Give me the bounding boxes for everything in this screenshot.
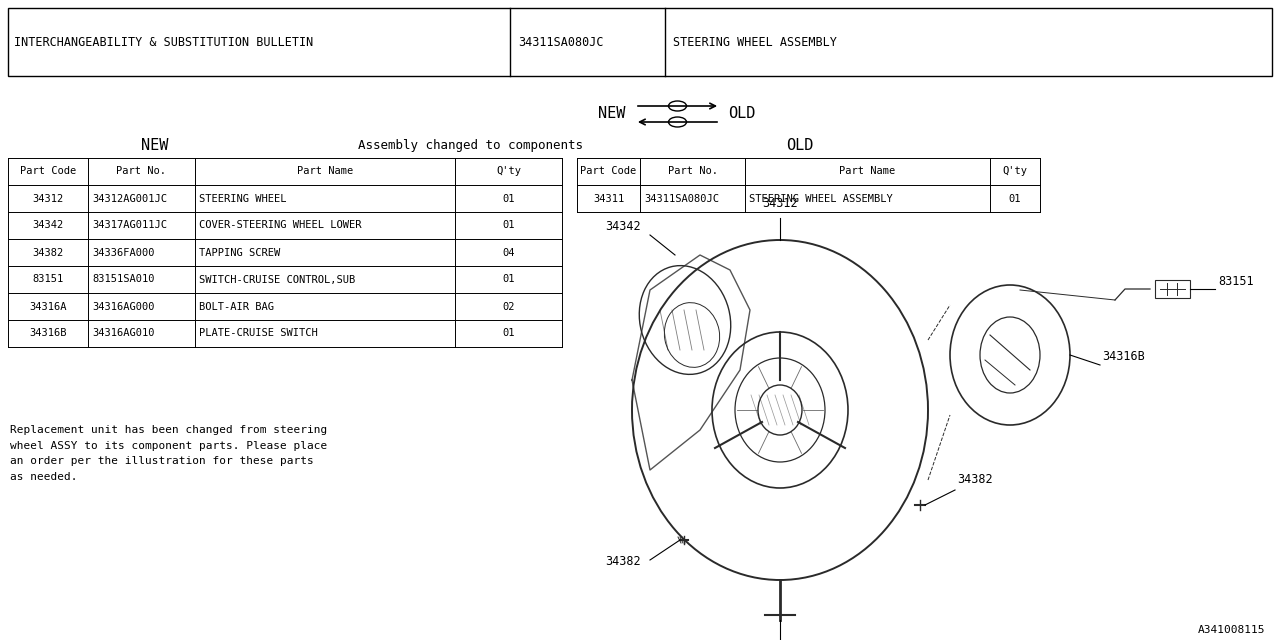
- Text: Part Name: Part Name: [297, 166, 353, 177]
- Text: 83151SA010: 83151SA010: [92, 275, 155, 285]
- Text: BOLT-AIR BAG: BOLT-AIR BAG: [198, 301, 274, 312]
- Bar: [8, 8, 1272, 76]
- Text: 34316AG000: 34316AG000: [92, 301, 155, 312]
- Text: 34316AG010: 34316AG010: [92, 328, 155, 339]
- Text: 02: 02: [502, 301, 515, 312]
- Text: Part Code: Part Code: [20, 166, 76, 177]
- Text: 83151: 83151: [32, 275, 64, 285]
- Text: STEERING WHEEL ASSEMBLY: STEERING WHEEL ASSEMBLY: [749, 193, 892, 204]
- Text: NEW: NEW: [141, 138, 169, 152]
- Text: OLD: OLD: [728, 106, 755, 122]
- Text: 01: 01: [502, 275, 515, 285]
- Text: 34382: 34382: [957, 473, 992, 486]
- Text: 34382: 34382: [32, 248, 64, 257]
- Text: 34316B: 34316B: [1102, 350, 1144, 363]
- Text: INTERCHANGEABILITY & SUBSTITUTION BULLETIN: INTERCHANGEABILITY & SUBSTITUTION BULLET…: [14, 35, 314, 49]
- Text: 83151: 83151: [1219, 275, 1253, 288]
- Text: TAPPING SCREW: TAPPING SCREW: [198, 248, 280, 257]
- Text: 34311SA080JC: 34311SA080JC: [518, 35, 603, 49]
- Text: 01: 01: [502, 193, 515, 204]
- Text: Part Code: Part Code: [580, 166, 636, 177]
- Text: Part No.: Part No.: [667, 166, 718, 177]
- Text: 34311: 34311: [593, 193, 625, 204]
- Text: PLATE-CRUISE SWITCH: PLATE-CRUISE SWITCH: [198, 328, 317, 339]
- Text: 34342: 34342: [32, 221, 64, 230]
- Text: STEERING WHEEL: STEERING WHEEL: [198, 193, 287, 204]
- Text: Assembly changed to components: Assembly changed to components: [357, 138, 582, 152]
- Text: Replacement unit has been changed from steering
wheel ASSY to its component part: Replacement unit has been changed from s…: [10, 425, 328, 482]
- Text: A341008115: A341008115: [1198, 625, 1265, 635]
- Text: Q'ty: Q'ty: [497, 166, 521, 177]
- Text: 01: 01: [502, 221, 515, 230]
- Text: 34382: 34382: [605, 555, 640, 568]
- Text: 01: 01: [502, 328, 515, 339]
- Text: Q'ty: Q'ty: [1002, 166, 1028, 177]
- Text: SWITCH-CRUISE CONTROL,SUB: SWITCH-CRUISE CONTROL,SUB: [198, 275, 356, 285]
- Text: Part No.: Part No.: [116, 166, 166, 177]
- Bar: [1155, 280, 1190, 298]
- Text: 34312: 34312: [32, 193, 64, 204]
- Text: NEW: NEW: [598, 106, 625, 122]
- Text: 01: 01: [1009, 193, 1021, 204]
- Text: 34316B: 34316B: [29, 328, 67, 339]
- Text: COVER-STEERING WHEEL LOWER: COVER-STEERING WHEEL LOWER: [198, 221, 361, 230]
- Text: Part Name: Part Name: [840, 166, 896, 177]
- Text: 04: 04: [502, 248, 515, 257]
- Text: 34312: 34312: [762, 197, 797, 210]
- Text: OLD: OLD: [786, 138, 814, 152]
- Text: 34336FA000: 34336FA000: [92, 248, 155, 257]
- Text: 34311SA080JC: 34311SA080JC: [644, 193, 719, 204]
- Text: STEERING WHEEL ASSEMBLY: STEERING WHEEL ASSEMBLY: [673, 35, 837, 49]
- Text: 34317AG011JC: 34317AG011JC: [92, 221, 166, 230]
- Text: 34342: 34342: [605, 220, 640, 233]
- Text: 34316A: 34316A: [29, 301, 67, 312]
- Text: 34312AG001JC: 34312AG001JC: [92, 193, 166, 204]
